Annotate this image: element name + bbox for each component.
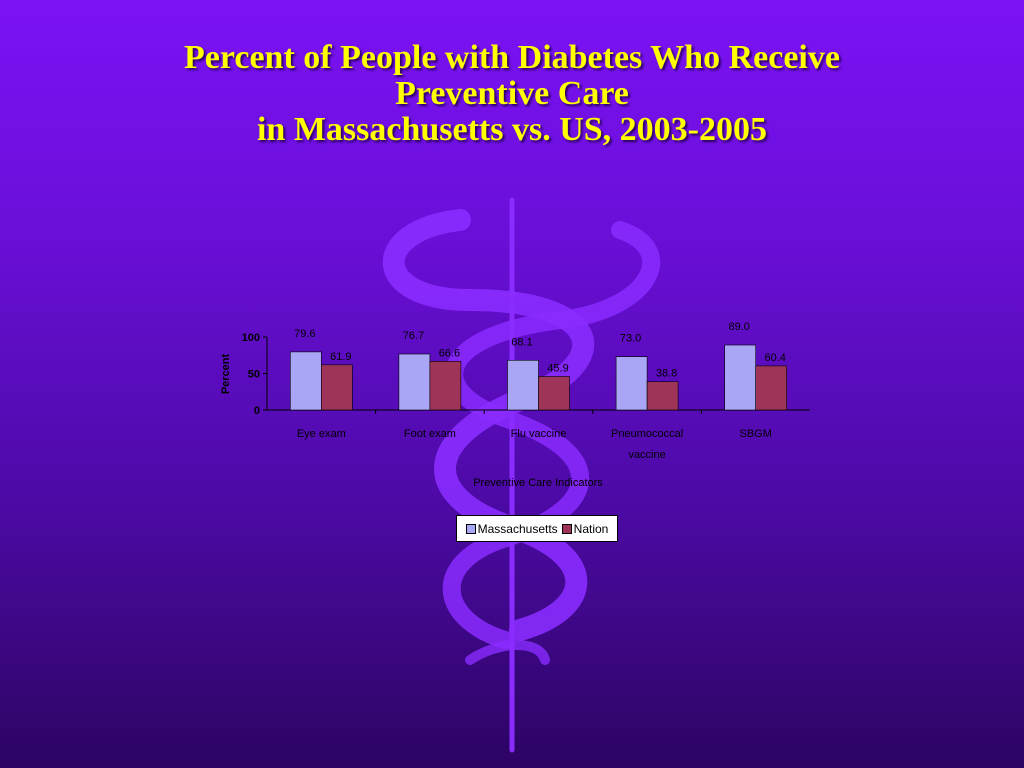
bar-massachusetts-3 bbox=[615, 356, 648, 411]
x-tick-label: Pneumococcal bbox=[611, 428, 683, 440]
x-tick-label: Foot exam bbox=[404, 428, 456, 440]
bar-nation-1 bbox=[429, 361, 462, 411]
legend-label-massachusetts: Massachusetts bbox=[477, 521, 558, 536]
data-label-nation: 38.8 bbox=[656, 368, 677, 380]
data-label-massachusetts: 76.7 bbox=[403, 330, 424, 342]
data-label-massachusetts: 89.0 bbox=[728, 321, 749, 333]
x-tick-label: Eye exam bbox=[297, 428, 346, 440]
data-label-massachusetts: 79.6 bbox=[294, 328, 315, 340]
chart-legend: Massachusetts Nation bbox=[456, 515, 618, 542]
x-tick-label: SBGM bbox=[739, 428, 771, 440]
chart-bars bbox=[289, 344, 788, 411]
data-label-nation: 45.9 bbox=[547, 362, 568, 374]
y-tick-label: 0 bbox=[254, 405, 260, 417]
bar-massachusetts-2 bbox=[507, 359, 539, 411]
legend-item-massachusetts: Massachusetts bbox=[465, 521, 558, 536]
title-line-3: in Massachusetts vs. US, 2003-2005 bbox=[256, 111, 768, 148]
data-label-nation: 60.4 bbox=[764, 352, 785, 364]
bar-nation-0 bbox=[320, 364, 353, 411]
y-tick-label: 50 bbox=[248, 369, 260, 381]
y-axis-label: Percent bbox=[220, 353, 232, 394]
bar-massachusetts-1 bbox=[398, 353, 431, 411]
bar-massachusetts-4 bbox=[724, 344, 757, 411]
title-line-2: Preventive Care bbox=[395, 75, 629, 112]
y-tick-label: 100 bbox=[242, 332, 260, 344]
x-axis-label: Preventive Care Indicators bbox=[473, 477, 603, 489]
bar-nation-2 bbox=[538, 376, 570, 411]
bar-nation-4 bbox=[755, 365, 788, 411]
bar-nation-3 bbox=[646, 381, 679, 411]
data-label-massachusetts: 73.0 bbox=[620, 333, 641, 345]
x-tick-label: Flu vaccine bbox=[511, 428, 567, 440]
legend-swatch-nation bbox=[561, 523, 572, 534]
slide-title: Percent of People with Diabetes Who Rece… bbox=[40, 40, 984, 148]
chart-labels: Eye exam 79.6 61.9 Foot exam 76.7 66.6 Flu vac… bbox=[294, 321, 786, 461]
x-tick-label: vaccine bbox=[628, 449, 665, 461]
legend-item-nation: Nation bbox=[561, 521, 609, 536]
data-label-massachusetts: 68.1 bbox=[511, 336, 532, 348]
bar-massachusetts-0 bbox=[289, 351, 322, 411]
data-label-nation: 61.9 bbox=[330, 351, 351, 363]
legend-label-nation: Nation bbox=[573, 521, 609, 536]
data-label-nation: 66.6 bbox=[439, 347, 460, 359]
title-line-1: Percent of People with Diabetes Who Rece… bbox=[184, 39, 840, 76]
legend-swatch-massachusetts bbox=[465, 523, 476, 534]
